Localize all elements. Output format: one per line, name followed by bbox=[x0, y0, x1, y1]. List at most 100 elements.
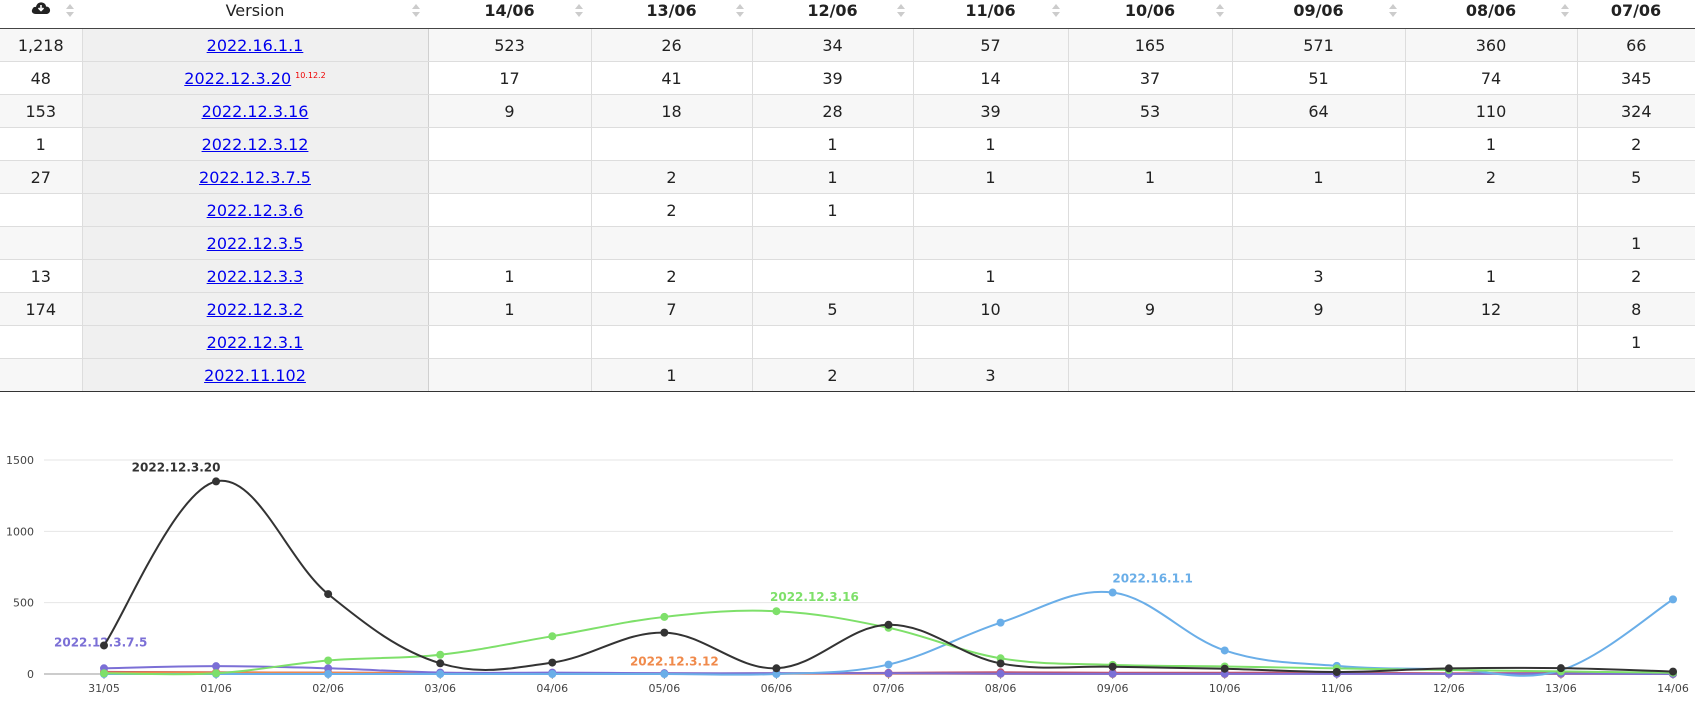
total-cell: 153 bbox=[0, 94, 83, 128]
version-cell: 2022.12.3.16 bbox=[82, 94, 429, 128]
data-point bbox=[100, 641, 108, 650]
version-link[interactable]: 2022.12.3.12 bbox=[201, 134, 309, 154]
date-column-header[interactable]: 10/06 bbox=[1068, 0, 1232, 29]
date-column-header[interactable]: 11/06 bbox=[913, 0, 1068, 29]
date-header-label: 11/06 bbox=[965, 1, 1016, 20]
count-cell bbox=[913, 325, 1069, 359]
date-column-header[interactable]: 08/06 bbox=[1405, 0, 1577, 29]
sort-arrows-icon[interactable] bbox=[736, 4, 744, 18]
x-tick-label: 06/06 bbox=[761, 682, 793, 695]
data-point bbox=[1669, 595, 1677, 604]
count-cell: 41 bbox=[591, 61, 753, 95]
version-cell: 2022.12.3.7.5 bbox=[82, 160, 429, 194]
count-cell: 66 bbox=[1577, 28, 1695, 62]
data-point bbox=[324, 670, 333, 678]
data-point bbox=[884, 660, 893, 669]
sort-arrows-icon[interactable] bbox=[412, 4, 420, 18]
total-cell: 1 bbox=[0, 127, 83, 161]
date-column-header[interactable]: 13/06 bbox=[591, 0, 752, 29]
count-cell: 2 bbox=[1405, 160, 1578, 194]
count-cell bbox=[1232, 226, 1406, 260]
date-column-header[interactable]: 12/06 bbox=[752, 0, 913, 29]
sort-arrows-icon[interactable] bbox=[1389, 4, 1397, 18]
data-point bbox=[884, 620, 893, 629]
table-row: 2022.12.3.1 1 bbox=[0, 325, 1695, 359]
version-link[interactable]: 2022.12.3.7.5 bbox=[199, 167, 311, 187]
count-cell: 12 bbox=[1405, 292, 1578, 326]
data-point bbox=[660, 628, 669, 637]
sort-arrows-icon[interactable] bbox=[575, 4, 583, 18]
data-point bbox=[996, 618, 1005, 627]
count-cell bbox=[1232, 193, 1406, 227]
date-column-header[interactable]: 09/06 bbox=[1232, 0, 1405, 29]
version-link[interactable]: 2022.11.102 bbox=[204, 365, 306, 385]
count-cell bbox=[428, 325, 592, 359]
version-link[interactable]: 2022.12.3.6 bbox=[206, 200, 304, 220]
version-column-header[interactable]: Version bbox=[82, 0, 428, 29]
count-cell bbox=[1577, 358, 1695, 392]
count-cell: 57 bbox=[913, 28, 1069, 62]
table-row: 27 2022.12.3.7.5 2 1 1 1 1 2 5 bbox=[0, 160, 1695, 194]
y-tick-label: 1500 bbox=[6, 454, 34, 467]
version-link[interactable]: 2022.12.3.5 bbox=[206, 233, 304, 253]
download-column-header[interactable] bbox=[0, 0, 82, 29]
total-cell: 174 bbox=[0, 292, 83, 326]
count-cell: 9 bbox=[1068, 292, 1233, 326]
count-cell: 1 bbox=[752, 127, 914, 161]
count-cell bbox=[1068, 193, 1233, 227]
sort-arrows-icon[interactable] bbox=[66, 4, 74, 18]
total-cell bbox=[0, 325, 83, 359]
count-cell: 2 bbox=[1577, 127, 1695, 161]
version-cell: 2022.12.3.12 bbox=[82, 127, 429, 161]
sort-arrows-icon[interactable] bbox=[1052, 4, 1060, 18]
cloud-download-icon[interactable] bbox=[31, 0, 51, 19]
version-cell: 2022.16.1.1 bbox=[82, 28, 429, 62]
sort-arrows-icon[interactable] bbox=[1561, 4, 1569, 18]
sort-arrows-icon[interactable] bbox=[1216, 4, 1224, 18]
y-tick-label: 0 bbox=[27, 668, 34, 681]
version-cell: 2022.12.3.5 bbox=[82, 226, 429, 260]
count-cell: 14 bbox=[913, 61, 1069, 95]
table-row: 2022.12.3.6 2 1 bbox=[0, 193, 1695, 227]
table-row: 174 2022.12.3.2 1 7 5 10 9 9 12 8 bbox=[0, 292, 1695, 326]
data-point bbox=[436, 659, 445, 668]
version-link[interactable]: 2022.12.3.16 bbox=[201, 101, 309, 121]
version-link[interactable]: 2022.12.3.3 bbox=[206, 266, 304, 286]
count-cell: 1 bbox=[1232, 160, 1406, 194]
version-cell: 2022.12.3.6 bbox=[82, 193, 429, 227]
data-point bbox=[1444, 664, 1453, 673]
y-tick-label: 500 bbox=[13, 597, 34, 610]
count-cell: 9 bbox=[428, 94, 592, 128]
date-header-label: 09/06 bbox=[1293, 1, 1344, 20]
count-cell bbox=[428, 127, 592, 161]
count-cell bbox=[752, 325, 914, 359]
x-tick-label: 12/06 bbox=[1433, 682, 1465, 695]
count-cell: 165 bbox=[1068, 28, 1233, 62]
count-cell: 1 bbox=[591, 358, 753, 392]
version-link[interactable]: 2022.16.1.1 bbox=[206, 35, 304, 55]
date-header-label: 10/06 bbox=[1124, 1, 1176, 20]
count-cell: 1 bbox=[1068, 160, 1233, 194]
data-point bbox=[1108, 669, 1117, 678]
count-cell: 18 bbox=[591, 94, 753, 128]
count-cell: 1 bbox=[913, 259, 1069, 293]
version-link[interactable]: 2022.12.3.1 bbox=[206, 332, 304, 352]
count-cell bbox=[591, 325, 753, 359]
version-link[interactable]: 2022.12.3.2 bbox=[206, 299, 304, 319]
x-tick-label: 14/06 bbox=[1657, 682, 1689, 695]
count-cell bbox=[428, 160, 592, 194]
date-column-header[interactable]: 14/06 bbox=[428, 0, 591, 29]
series-label: 2022.12.3.20 bbox=[132, 460, 221, 474]
x-tick-label: 07/06 bbox=[873, 682, 905, 695]
count-cell: 26 bbox=[591, 28, 753, 62]
count-cell: 2 bbox=[1577, 259, 1695, 293]
version-link[interactable]: 2022.12.3.20 bbox=[184, 68, 292, 88]
count-cell bbox=[1068, 325, 1233, 359]
count-cell bbox=[1405, 325, 1578, 359]
date-column-header[interactable]: 07/06 bbox=[1577, 0, 1695, 29]
count-cell: 39 bbox=[752, 61, 914, 95]
sort-arrows-icon[interactable] bbox=[897, 4, 905, 18]
count-cell bbox=[1068, 226, 1233, 260]
data-point bbox=[548, 670, 557, 678]
data-point bbox=[772, 670, 781, 678]
